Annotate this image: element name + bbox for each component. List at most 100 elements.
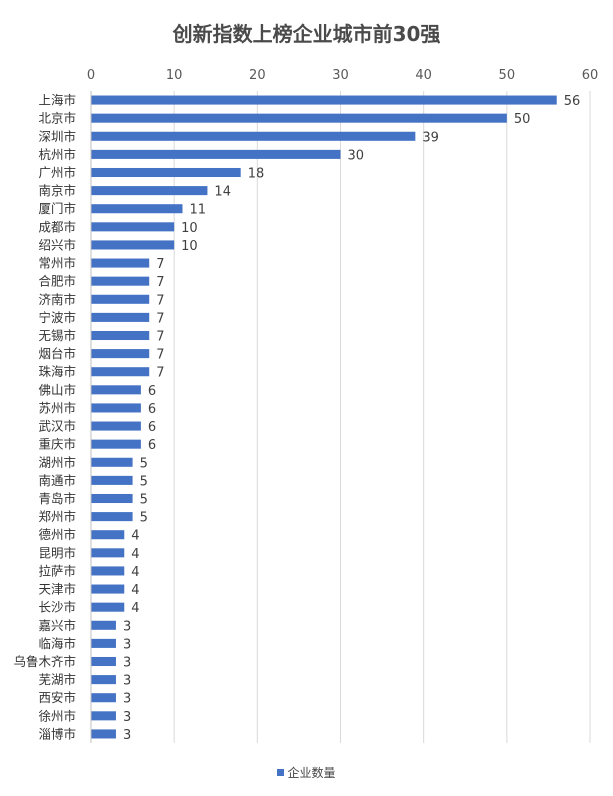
data-label: 6: [148, 402, 156, 417]
category-label: 南通市: [38, 473, 76, 488]
bar: [91, 330, 150, 341]
bar: [91, 584, 125, 594]
bar: [91, 475, 133, 485]
category-label: 北京市: [38, 111, 76, 126]
category-label: 长沙市: [38, 600, 76, 615]
x-tick-label: 50: [499, 68, 516, 83]
bar: [91, 457, 133, 467]
category-label: 佛山市: [38, 382, 76, 397]
bar: [91, 638, 116, 648]
bar: [91, 602, 125, 612]
bar: [91, 222, 175, 232]
bar: [91, 493, 133, 504]
category-label: 珠海市: [38, 364, 76, 379]
data-label: 5: [140, 511, 148, 526]
category-label: 嘉兴市: [38, 618, 76, 633]
x-tick-label: 20: [249, 68, 266, 83]
bar: [91, 240, 175, 250]
bar: [91, 149, 341, 159]
data-label: 3: [123, 674, 131, 689]
data-label: 7: [156, 275, 164, 290]
category-label: 无锡市: [38, 328, 76, 343]
category-label: 济南市: [38, 292, 76, 307]
category-label: 苏州市: [38, 400, 76, 415]
category-label: 郑州市: [38, 509, 76, 524]
bar: [91, 312, 150, 322]
category-label: 青岛市: [38, 491, 76, 506]
category-label: 常州市: [38, 256, 76, 271]
category-label: 合肥市: [38, 274, 76, 289]
bar: [91, 421, 141, 431]
category-label: 杭州市: [38, 147, 76, 162]
category-label: 厦门市: [38, 201, 76, 216]
bar: [91, 675, 116, 685]
data-label: 3: [123, 619, 131, 634]
x-tick-label: 10: [166, 68, 183, 83]
bar: [91, 276, 150, 286]
data-label: 3: [123, 728, 131, 743]
bar: [91, 512, 133, 522]
data-label: 4: [131, 547, 139, 562]
category-label: 芜湖市: [38, 672, 76, 687]
bar: [91, 367, 150, 377]
bar: [91, 530, 125, 540]
data-label: 10: [181, 221, 198, 236]
legend-swatch: [277, 769, 285, 776]
data-label: 4: [131, 529, 139, 544]
data-label: 6: [148, 438, 156, 453]
bar: [91, 167, 241, 178]
category-label: 拉萨市: [38, 563, 76, 578]
bar: [91, 693, 116, 703]
bar: [91, 95, 557, 105]
category-label: 西安市: [38, 690, 76, 705]
x-tick-label: 0: [87, 68, 95, 83]
category-label: 广州市: [38, 165, 76, 180]
data-label: 50: [514, 112, 531, 127]
data-label: 6: [148, 384, 156, 399]
bar: [91, 113, 507, 123]
data-label: 5: [140, 456, 148, 471]
x-tick-label: 60: [582, 68, 599, 83]
data-label: 3: [123, 710, 131, 725]
x-tick-label: 40: [415, 68, 432, 83]
category-label: 淄博市: [38, 726, 76, 741]
data-label: 3: [123, 692, 131, 707]
legend: 企业数量: [0, 764, 613, 781]
bar: [91, 294, 150, 304]
bar: [91, 258, 150, 268]
bar: [91, 403, 141, 413]
category-label: 德州市: [38, 527, 76, 542]
bar: [91, 131, 416, 141]
category-label: 湖州市: [38, 455, 76, 470]
data-label: 14: [214, 185, 231, 200]
data-label: 7: [156, 366, 164, 381]
category-label: 绍兴市: [38, 237, 76, 252]
bar: [91, 548, 125, 558]
bar: [91, 349, 150, 359]
data-label: 11: [189, 203, 206, 218]
category-label: 天津市: [38, 582, 76, 597]
category-label: 重庆市: [38, 437, 76, 452]
data-label: 7: [156, 330, 164, 345]
category-label: 上海市: [38, 93, 76, 108]
category-label: 成都市: [38, 219, 76, 234]
bar: [91, 656, 116, 667]
data-label: 4: [131, 583, 139, 598]
data-label: 4: [131, 601, 139, 616]
category-label: 深圳市: [38, 129, 76, 144]
category-label: 武汉市: [38, 419, 76, 434]
data-label: 7: [156, 311, 164, 326]
data-label: 7: [156, 293, 164, 308]
data-label: 5: [140, 493, 148, 508]
data-label: 5: [140, 474, 148, 489]
data-label: 6: [148, 420, 156, 435]
bar: [91, 620, 116, 630]
x-tick-label: 30: [332, 68, 349, 83]
bar: [91, 439, 141, 449]
category-label: 昆明市: [38, 545, 76, 560]
category-label: 烟台市: [38, 346, 76, 361]
bar: [91, 204, 183, 214]
category-label: 南京市: [38, 183, 76, 198]
